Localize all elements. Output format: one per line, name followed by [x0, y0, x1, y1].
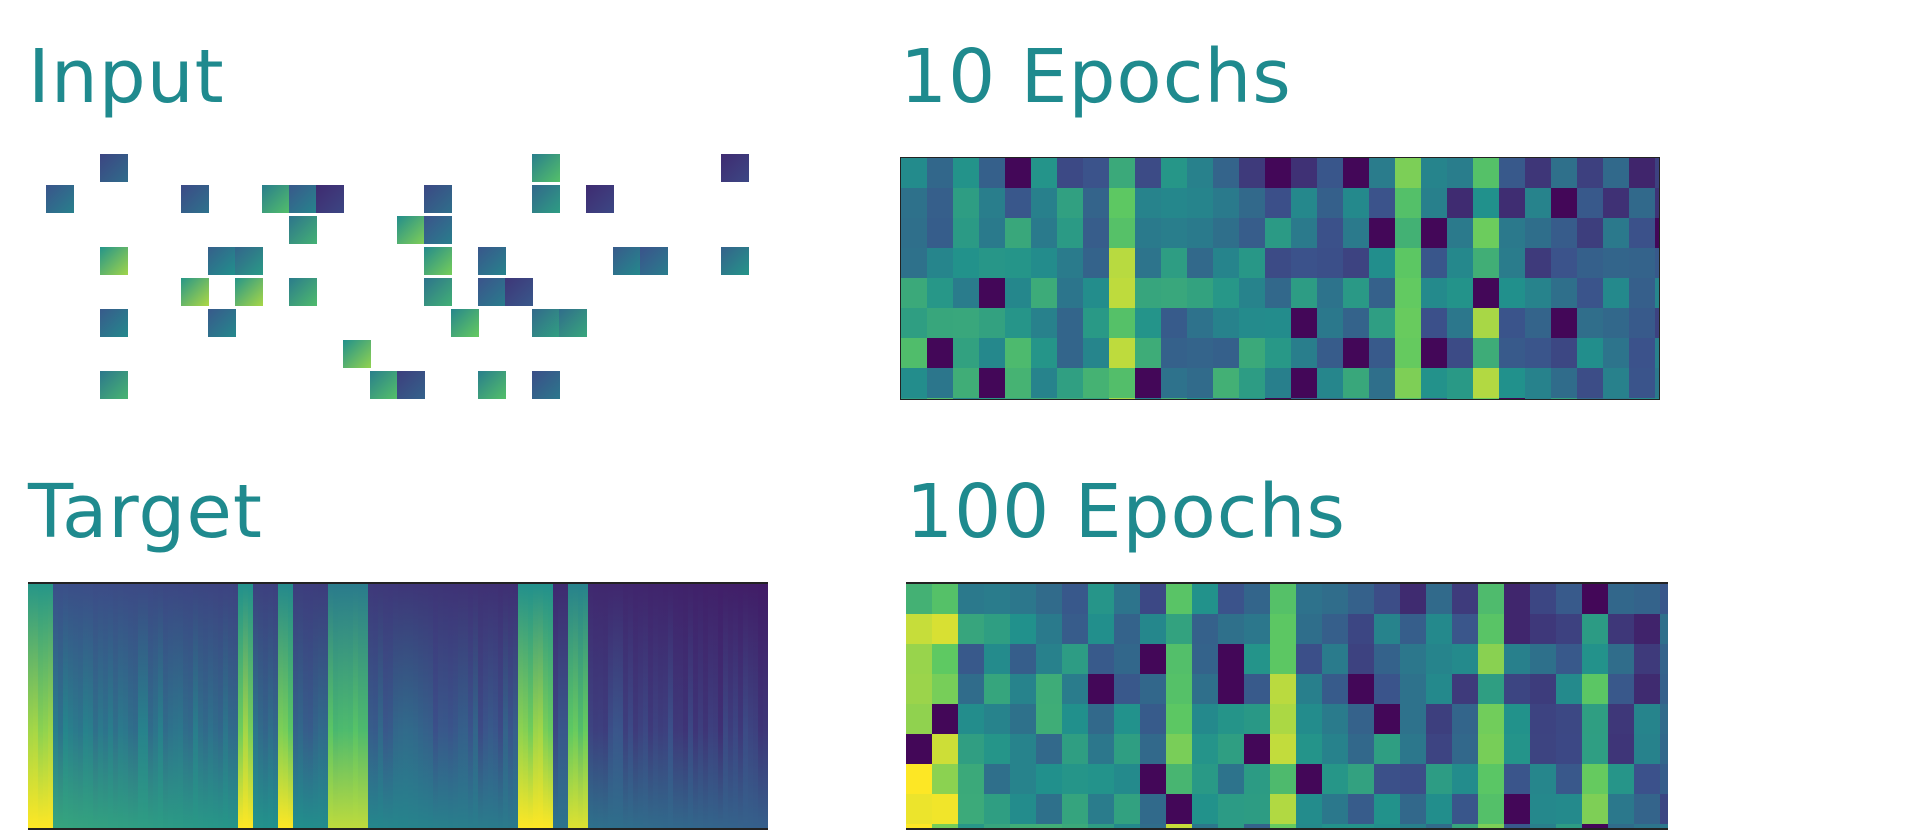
input-patch — [721, 154, 749, 182]
input-patch — [424, 278, 452, 306]
epochs-100-spectrogram — [906, 582, 1668, 830]
input-patch — [100, 247, 128, 275]
input-patch — [100, 309, 128, 337]
epochs-10-title: 10 Epochs — [900, 34, 1292, 120]
input-patch — [262, 185, 290, 213]
input-patch — [181, 185, 209, 213]
input-patch — [289, 216, 317, 244]
input-patch — [532, 371, 560, 399]
input-patch — [505, 278, 533, 306]
input-patch — [316, 185, 344, 213]
input-masked-spectrogram — [28, 150, 768, 405]
target-spectrogram — [28, 582, 768, 830]
input-patch — [397, 216, 425, 244]
input-patch — [235, 278, 263, 306]
input-patch — [181, 278, 209, 306]
input-patch — [532, 309, 560, 337]
input-patch — [289, 278, 317, 306]
input-patch — [370, 371, 398, 399]
input-patch — [640, 247, 668, 275]
input-patch — [100, 371, 128, 399]
input-patch — [208, 309, 236, 337]
input-patch — [451, 309, 479, 337]
input-patch — [721, 247, 749, 275]
input-patch — [424, 216, 452, 244]
input-patch — [532, 185, 560, 213]
input-title: Input — [28, 34, 225, 120]
input-patch — [343, 340, 371, 368]
input-patch — [46, 185, 74, 213]
input-patch — [397, 371, 425, 399]
epochs-10-spectrogram — [900, 157, 1660, 400]
input-patch — [613, 247, 641, 275]
input-patch — [208, 247, 236, 275]
input-patch — [100, 154, 128, 182]
input-patch — [424, 247, 452, 275]
target-title: Target — [28, 469, 263, 555]
input-patch — [559, 309, 587, 337]
input-patch — [235, 247, 263, 275]
epochs-100-title: 100 Epochs — [906, 469, 1346, 555]
input-patch — [586, 185, 614, 213]
input-patch — [478, 278, 506, 306]
input-patch — [532, 154, 560, 182]
input-patch — [289, 185, 317, 213]
input-patch — [478, 247, 506, 275]
input-patch — [478, 371, 506, 399]
input-patch — [424, 185, 452, 213]
